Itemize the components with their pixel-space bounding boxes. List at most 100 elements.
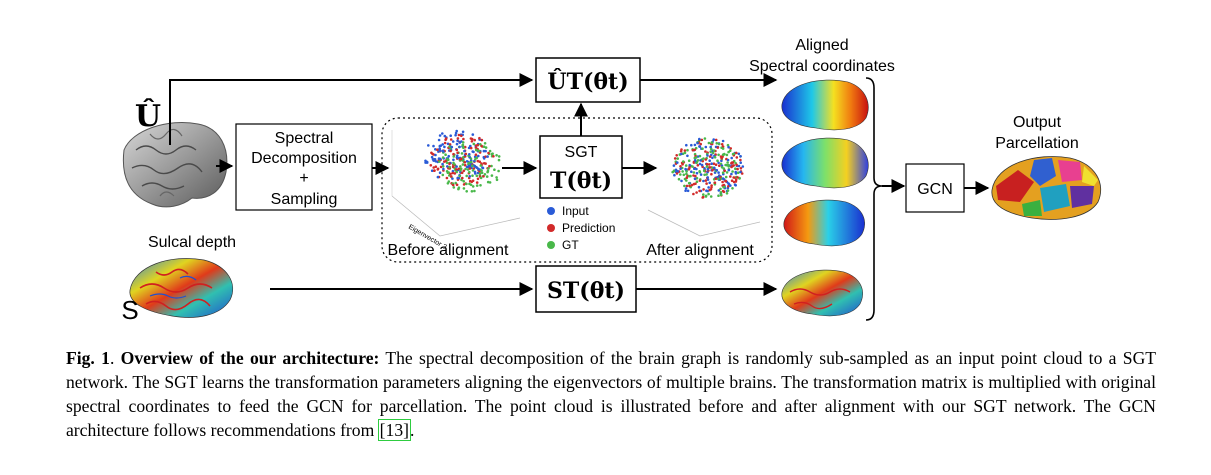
cloud-point (468, 167, 472, 170)
cloud-point (463, 163, 467, 167)
cloud-point (479, 164, 483, 167)
cloud-point (470, 140, 474, 143)
cloud-point (690, 183, 694, 187)
cloud-point (471, 133, 475, 136)
cloud-point (690, 143, 693, 147)
cloud-point (709, 188, 713, 191)
cloud-point (713, 156, 717, 159)
cloud-point (447, 180, 451, 183)
st-box (535, 265, 637, 313)
cloud-point (721, 153, 725, 156)
cloud-point (700, 138, 704, 142)
cloud-point (449, 134, 453, 137)
cloud-point (704, 158, 708, 161)
cloud-point (482, 145, 486, 148)
cloud-point (724, 179, 728, 183)
cloud-point (693, 177, 697, 180)
cloud-point (441, 165, 445, 168)
legend-prediction: Prediction (562, 221, 615, 235)
cloud-point (731, 152, 735, 156)
cloud-point (702, 179, 705, 183)
cloud-point (689, 174, 692, 178)
cloud-point (491, 152, 494, 155)
cloud-point (687, 159, 691, 162)
sgt-box (539, 135, 623, 199)
cloud-point (441, 162, 444, 166)
cloud-point (709, 147, 713, 151)
cloud-point (474, 148, 478, 152)
cloud-point (709, 195, 713, 198)
cloud-point (693, 143, 697, 147)
cloud-point (685, 176, 689, 179)
cloud-point (465, 190, 469, 193)
cloud-point (726, 158, 730, 162)
cloud-point (474, 158, 477, 161)
cloud-point (693, 159, 697, 162)
cloud-point (476, 177, 480, 181)
cloud-point (686, 189, 690, 193)
cloud-point (436, 148, 439, 151)
cloud-point (475, 181, 479, 184)
cloud-point (449, 149, 452, 153)
cloud-point (487, 167, 490, 170)
cloud-point (477, 154, 480, 158)
caption-end: . (409, 420, 415, 440)
cloud-point (730, 172, 733, 176)
cloud-point (497, 169, 500, 173)
cloud-point (430, 169, 434, 172)
cloud-point (685, 179, 688, 182)
cloud-point (445, 176, 449, 180)
cloud-point (683, 184, 686, 188)
cloud-point (455, 142, 459, 146)
cloud-point (718, 164, 721, 167)
cloud-point (439, 165, 443, 169)
cloud-point (442, 167, 445, 171)
cloud-point (469, 144, 472, 148)
cloud-point (727, 168, 731, 172)
cloud-point (462, 187, 466, 190)
cloud-point (479, 184, 482, 187)
cloud-point (451, 183, 455, 187)
cloud-point (726, 143, 730, 147)
cloud-point (698, 179, 702, 182)
cloud-point (741, 165, 745, 168)
cloud-point (497, 158, 501, 162)
cloud-point (716, 159, 719, 162)
cloud-point (471, 150, 475, 153)
citation-link[interactable]: [13] (377, 419, 411, 441)
cloud-point (692, 161, 696, 164)
cloud-point (486, 180, 490, 184)
cloud-point (456, 151, 459, 155)
s-label: S (121, 295, 138, 325)
aligned-brain-1 (781, 79, 869, 131)
caption-text: The spectral decomposition of the brain … (66, 348, 1157, 440)
cloud-point (710, 172, 713, 176)
cloud-point (676, 157, 679, 160)
sulcal-brain-right (781, 269, 863, 317)
legend: Input Prediction GT (547, 204, 615, 252)
cloud-point (438, 134, 442, 137)
cloud-point (465, 165, 469, 169)
cloud-point (439, 144, 443, 147)
cloud-point (452, 186, 456, 189)
cloud-point (473, 138, 477, 142)
cloud-point (721, 139, 725, 143)
sgt-title: SGT (565, 144, 598, 161)
gcn-label: GCN (917, 181, 953, 198)
cloud-point (487, 151, 490, 155)
cloud-point (471, 169, 475, 172)
cloud-point (451, 171, 455, 175)
cloud-point (679, 167, 682, 170)
cloud-point (437, 157, 441, 160)
cloud-point (453, 172, 457, 175)
cloud-point (463, 161, 467, 164)
cloud-point (740, 172, 744, 175)
cloud-point (705, 182, 708, 185)
cloud-point (457, 156, 460, 160)
cloud-point (443, 141, 447, 145)
cloud-point (706, 176, 709, 179)
cloud-point (454, 133, 457, 137)
cloud-point (473, 189, 476, 193)
cloud-point (484, 146, 488, 149)
cloud-point (455, 148, 459, 152)
